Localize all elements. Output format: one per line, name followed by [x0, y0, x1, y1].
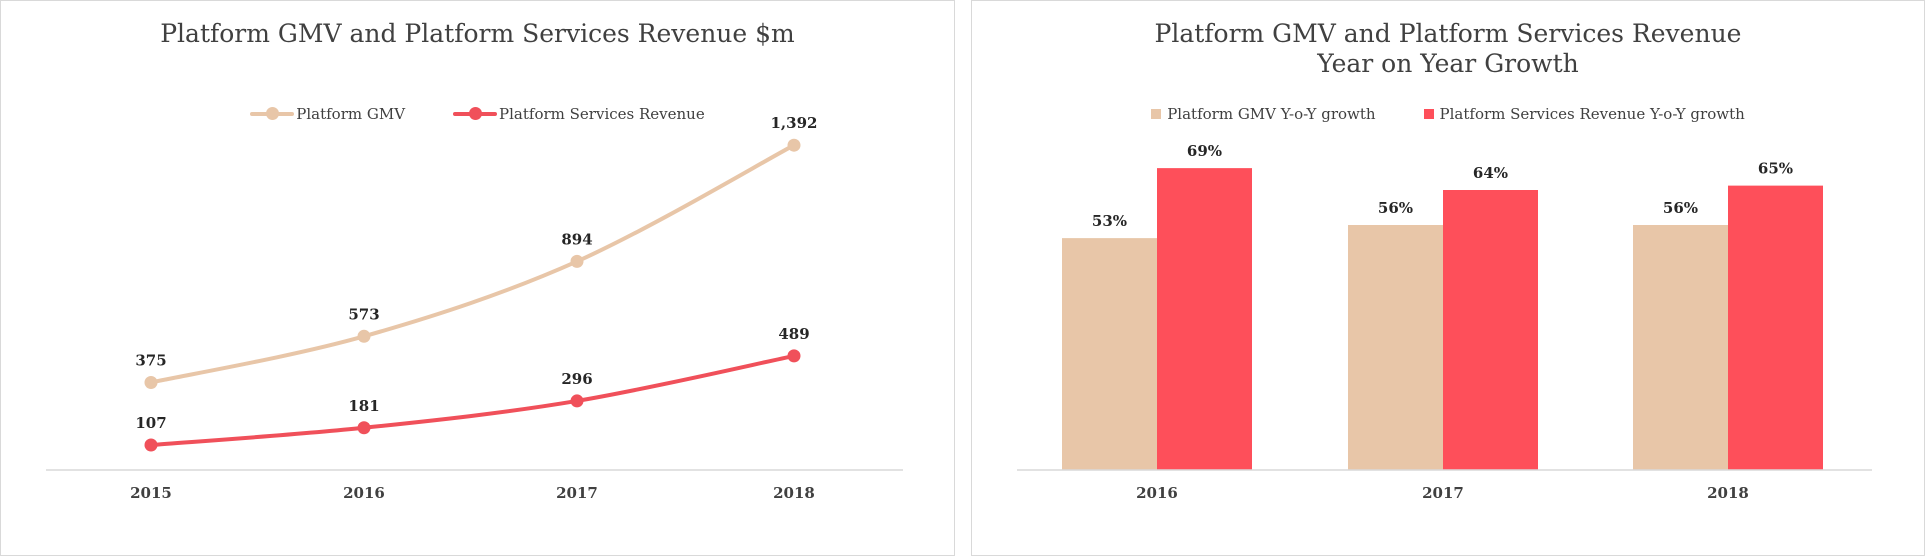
data-label: 53% — [1092, 212, 1127, 230]
data-point — [357, 421, 371, 435]
data-label: 64% — [1473, 164, 1508, 182]
data-label: 107 — [135, 414, 166, 432]
data-point — [570, 254, 584, 268]
data-label: 489 — [778, 325, 809, 343]
bar — [1157, 168, 1252, 470]
data-point — [144, 438, 158, 452]
data-label: 296 — [561, 370, 592, 388]
bar — [1348, 225, 1443, 470]
data-label: 894 — [561, 230, 592, 248]
legend-line-marker-icon — [453, 107, 498, 120]
data-label: 181 — [348, 397, 379, 415]
x-tick-label: 2016 — [1136, 484, 1178, 502]
x-tick-label: 2017 — [1422, 484, 1464, 502]
data-label: 375 — [135, 352, 166, 370]
data-label: 56% — [1378, 199, 1413, 217]
bar — [1443, 190, 1538, 470]
legend-item-revenue-growth: Platform Services Revenue Y-o-Y growth — [1423, 105, 1745, 123]
legend-item-platform-gmv: Platform GMV — [250, 105, 405, 123]
data-label: 1,392 — [771, 114, 818, 132]
line-chart-panel: Platform GMV and Platform Services Reven… — [0, 0, 955, 556]
x-tick-label: 2016 — [343, 484, 385, 502]
data-point — [787, 349, 801, 363]
bar-chart-title-line1: Platform GMV and Platform Services Reven… — [1154, 19, 1742, 48]
bar — [1728, 185, 1823, 470]
bar — [1633, 225, 1728, 470]
legend-label: Platform GMV Y-o-Y growth — [1167, 105, 1376, 123]
legend-item-platform-services-revenue: Platform Services Revenue — [453, 105, 705, 123]
bar-chart-legend: Platform GMV Y-o-Y growth Platform Servi… — [972, 105, 1924, 123]
legend-label: Platform Services Revenue Y-o-Y growth — [1439, 105, 1745, 123]
x-tick-label: 2015 — [130, 484, 172, 502]
data-point — [144, 376, 158, 389]
legend-swatch-icon — [1151, 109, 1162, 119]
line-chart-legend: Platform GMV Platform Services Revenue — [1, 105, 954, 123]
legend-label: Platform Services Revenue — [499, 105, 705, 123]
legend-label: Platform GMV — [296, 105, 406, 123]
bar-chart-title-line2: Year on Year Growth — [1317, 49, 1579, 78]
data-label: 56% — [1663, 199, 1698, 217]
line-chart-plot: 2015 2016 2017 2018 375 573 894 1,392 107 181 296 4… — [46, 114, 903, 502]
data-label: 65% — [1758, 160, 1793, 178]
legend-item-gmv-growth: Platform GMV Y-o-Y growth — [1151, 105, 1376, 123]
line-chart-title: Platform GMV and Platform Services Reven… — [160, 19, 795, 48]
legend-swatch-icon — [1423, 109, 1434, 119]
x-tick-label: 2018 — [1707, 484, 1749, 502]
series-line-1 — [149, 353, 796, 448]
x-tick-label: 2017 — [556, 484, 598, 502]
x-tick-label: 2018 — [773, 484, 815, 502]
data-point — [570, 394, 584, 408]
bar-chart-panel: Platform GMV and Platform Services Reven… — [971, 0, 1925, 556]
series-line-0 — [149, 143, 796, 385]
bar — [1062, 238, 1157, 470]
legend-line-marker-icon — [250, 107, 295, 120]
data-point — [787, 138, 801, 152]
data-label: 573 — [348, 305, 379, 323]
data-point — [357, 329, 371, 343]
data-label: 69% — [1187, 142, 1222, 160]
bar-chart-plot: 53% 56% 56% 69% 64% 65% 2016 2017 2018 — [1017, 142, 1872, 502]
